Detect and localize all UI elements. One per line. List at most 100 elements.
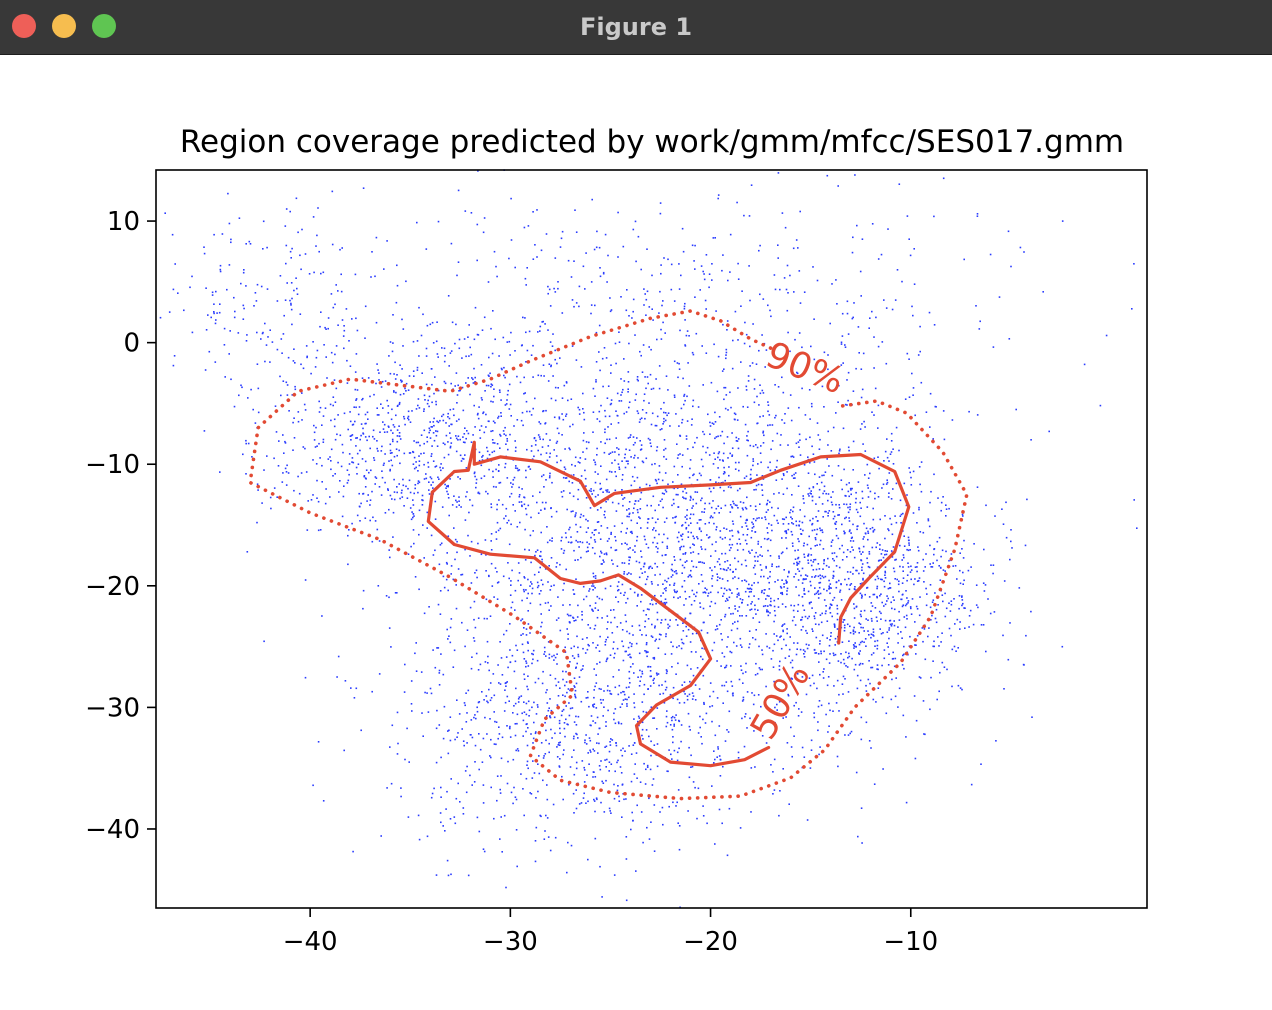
scatter-point bbox=[649, 768, 652, 771]
scatter-point bbox=[892, 657, 895, 660]
scatter-point bbox=[807, 559, 809, 562]
scatter-point bbox=[525, 331, 527, 334]
scatter-point bbox=[773, 643, 776, 646]
scatter-point bbox=[711, 569, 713, 572]
scatter-point bbox=[688, 725, 691, 728]
scatter-point bbox=[770, 315, 772, 318]
scatter-point bbox=[557, 695, 560, 697]
scatter-point bbox=[790, 746, 793, 748]
scatter-point bbox=[752, 464, 754, 467]
scatter-point bbox=[666, 545, 668, 548]
scatter-point bbox=[871, 666, 874, 669]
scatter-point bbox=[883, 605, 885, 607]
scatter-point bbox=[501, 851, 503, 853]
scatter-point bbox=[664, 489, 667, 491]
scatter-point bbox=[866, 506, 869, 508]
scatter-point bbox=[587, 527, 589, 529]
scatter-point bbox=[457, 476, 459, 478]
scatter-point bbox=[172, 288, 175, 291]
scatter-point bbox=[767, 537, 770, 540]
scatter-point bbox=[1009, 622, 1011, 624]
scatter-point bbox=[525, 361, 527, 363]
scatter-point bbox=[880, 618, 882, 620]
scatter-point bbox=[483, 699, 485, 701]
scatter-point bbox=[321, 481, 323, 483]
scatter-point bbox=[326, 377, 328, 379]
scatter-point bbox=[678, 368, 681, 370]
scatter-point bbox=[302, 446, 305, 448]
scatter-point bbox=[418, 464, 421, 467]
scatter-point bbox=[462, 740, 465, 742]
scatter-point bbox=[900, 522, 902, 524]
scatter-point bbox=[631, 532, 633, 535]
scatter-point bbox=[695, 651, 697, 653]
scatter-point bbox=[559, 741, 561, 744]
scatter-point bbox=[577, 461, 580, 463]
scatter-point bbox=[686, 560, 688, 562]
scatter-point bbox=[623, 693, 626, 696]
close-window-button[interactable] bbox=[12, 14, 36, 38]
scatter-point bbox=[692, 781, 695, 783]
scatter-point bbox=[464, 210, 467, 212]
scatter-point bbox=[477, 701, 480, 704]
scatter-point bbox=[386, 399, 388, 402]
scatter-point bbox=[649, 603, 652, 605]
scatter-point bbox=[933, 473, 935, 476]
scatter-point bbox=[806, 647, 809, 650]
scatter-point bbox=[753, 555, 756, 558]
scatter-point bbox=[560, 539, 562, 542]
scatter-point bbox=[798, 594, 800, 597]
scatter-point bbox=[423, 410, 425, 412]
scatter-point bbox=[689, 499, 692, 501]
scatter-point bbox=[443, 705, 446, 708]
scatter-point bbox=[594, 722, 597, 724]
scatter-point bbox=[497, 664, 499, 666]
minimize-window-button[interactable] bbox=[52, 14, 76, 38]
scatter-point bbox=[553, 716, 556, 719]
scatter-point bbox=[358, 406, 361, 408]
scatter-point bbox=[809, 492, 811, 495]
scatter-point bbox=[550, 397, 553, 400]
scatter-point bbox=[254, 422, 257, 424]
maximize-window-button[interactable] bbox=[92, 14, 116, 38]
scatter-point bbox=[678, 702, 681, 704]
scatter-point bbox=[748, 583, 750, 586]
scatter-point bbox=[447, 295, 450, 297]
scatter-point bbox=[703, 508, 706, 510]
scatter-point bbox=[737, 577, 740, 580]
scatter-point bbox=[803, 589, 805, 592]
scatter-point bbox=[812, 569, 815, 571]
scatter-point bbox=[647, 518, 650, 520]
scatter-point bbox=[817, 653, 820, 655]
scatter-point bbox=[775, 414, 777, 417]
scatter-point bbox=[925, 553, 927, 555]
scatter-point bbox=[724, 666, 726, 669]
scatter-point bbox=[664, 447, 667, 450]
scatter-point bbox=[303, 403, 306, 406]
scatter-point bbox=[848, 495, 850, 498]
scatter-point bbox=[241, 386, 243, 389]
scatter-point bbox=[726, 854, 729, 857]
scatter-point bbox=[572, 510, 574, 512]
scatter-point bbox=[367, 377, 370, 379]
scatter-point bbox=[835, 521, 838, 523]
scatter-point bbox=[613, 525, 616, 527]
scatter-point bbox=[505, 403, 508, 405]
scatter-point bbox=[607, 621, 609, 623]
scatter-point bbox=[540, 579, 543, 581]
scatter-point bbox=[785, 531, 787, 533]
scatter-point bbox=[721, 538, 724, 540]
scatter-point bbox=[598, 410, 601, 413]
scatter-point bbox=[499, 391, 501, 393]
scatter-point bbox=[819, 746, 821, 748]
scatter-point bbox=[435, 874, 438, 876]
scatter-point bbox=[646, 248, 648, 250]
scatter-point bbox=[623, 798, 625, 801]
scatter-point bbox=[412, 504, 415, 506]
scatter-point bbox=[673, 582, 676, 585]
scatter-point bbox=[773, 514, 776, 517]
scatter-point bbox=[761, 589, 763, 592]
scatter-point bbox=[593, 798, 595, 801]
scatter-point bbox=[796, 371, 798, 374]
scatter-point bbox=[670, 717, 673, 719]
